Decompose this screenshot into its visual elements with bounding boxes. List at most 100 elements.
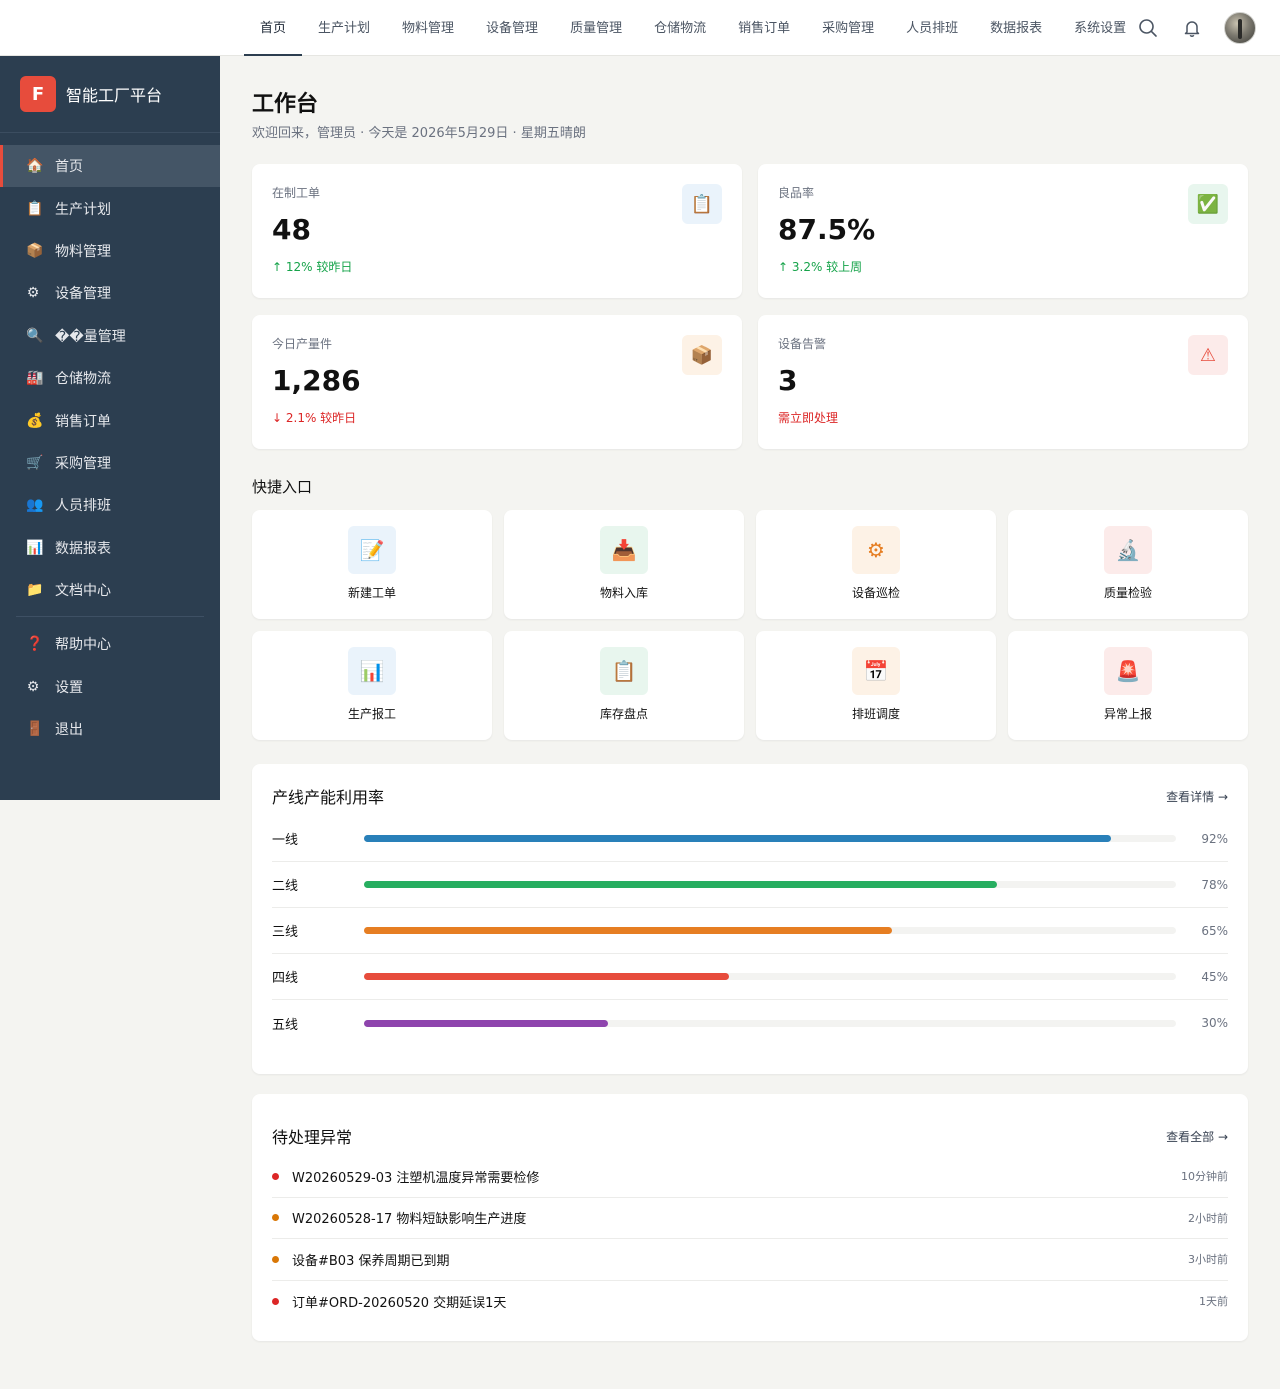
sidebar-item-9[interactable]: 📊 数据报表 [0,527,220,569]
capacity-line-label: 四线 [272,971,299,986]
calendar-icon: 📅 [852,647,900,695]
alert-text: 设备#B03 保养周期已到期 [292,1253,450,1269]
capacity-line-label: 五线 [272,1017,299,1033]
stat-change: ↓ 2.1% 较昨日 [272,411,357,425]
capacity-line-label: 三线 [272,925,299,940]
bell-icon[interactable] [1180,16,1204,40]
brand-logo[interactable]: F [20,76,56,112]
alert-time: 1天前 [1199,1295,1228,1309]
users-icon: 👥 [26,497,44,514]
alert-item[interactable]: W20260528-17 物料短缺影响生产进度 2小时前 [272,1198,1228,1239]
capacity-bar-track [364,1019,1176,1027]
sidebar-bottom-menu: ❓ 帮助中心 ⚙ 设置 🚪 退出 [0,623,220,750]
search-icon[interactable] [1136,16,1160,40]
capacity-bar-fill [364,927,892,934]
stat-card[interactable]: 今日产量件 1,286 ↓ 2.1% 较昨日 📦 [252,315,742,449]
top-tab-9[interactable]: 数据报表 [990,20,1043,36]
sidebar-item-label: ��量管理 [55,328,126,345]
capacity-row: 四线 45% [272,954,1228,1000]
quick-entry[interactable]: 🚨 异常上报 [1008,631,1248,740]
quick-entry[interactable]: 📝 新建工单 [252,510,492,619]
quick-entry-label: 异常上报 [1103,707,1152,721]
top-tab-2[interactable]: 物料管理 [402,20,455,36]
capacity-percent: 30% [1201,1016,1228,1030]
top-nav-tabs: 首页 生产计划 物料管理 设备管理 质量管理 仓储物流 销售订单 采购管理 人员排班 数据报表 系统… [244,0,1142,56]
capacity-percent: 78% [1201,877,1228,892]
capacity-row: 五线 30% [272,1000,1228,1046]
sidebar-item-1[interactable]: 📋 生产计划 [0,187,220,229]
quick-entry-label: 库存盘点 [599,707,648,721]
quick-entry[interactable]: ⚙ 设备巡检 [756,510,996,619]
inspect-icon: 🔍 [26,327,44,344]
sidebar-item-label: 首页 [55,159,83,176]
stat-card[interactable]: 良品率 87.5% ↑ 3.2% 较上周 ✅ [758,164,1248,298]
capacity-bar-fill [364,881,998,888]
capacity-line-label: 一线 [272,833,299,848]
capacity-panel: 产线产能利用率 查看详情 → 一线 92% 二线 78% 三线 65% 四线 45% 五线 30% [252,764,1248,1074]
capacity-row: 二线 78% [272,862,1228,908]
sidebar-item-label: 数据报表 [55,540,111,557]
stat-change: ↑ 3.2% 较上周 [778,260,863,274]
capacity-line-label: 二线 [272,879,299,894]
sidebar-item-1[interactable]: ⚙ 设置 [0,666,220,708]
stat-value: 1,286 [272,364,361,397]
sidebar-item-label: 退出 [55,722,83,739]
alerts-view-all-link[interactable]: 查看全部 → [1166,1129,1228,1144]
capacity-bar-fill [364,835,1112,842]
sidebar-item-0[interactable]: ❓ 帮助中心 [0,623,220,665]
capacity-row: 三线 65% [272,908,1228,954]
alert-item[interactable]: 订单#ORD-20260520 交期延误1天 1天前 [272,1281,1228,1323]
inbound-icon: 📥 [600,526,648,574]
sidebar-item-label: 人员排班 [55,498,111,515]
chart-icon: 📊 [26,539,44,556]
quick-entry[interactable]: 📅 排班调度 [756,631,996,740]
sidebar-item-8[interactable]: 👥 人员排班 [0,484,220,526]
quick-entry-title: 快捷入口 [252,478,313,496]
top-tab-0[interactable]: 首页 [244,0,303,56]
inspect-icon: 🔬 [1104,526,1152,574]
quick-entry[interactable]: 📥 物料入库 [504,510,744,619]
capacity-bar-track [364,881,1176,888]
stat-change: 需立即处理 [778,411,839,425]
sidebar-item-label: 帮助中心 [55,637,111,654]
alert-item[interactable]: 设备#B03 保养周期已到期 3小时前 [272,1239,1228,1281]
top-navbar: 首页 生产计划 物料管理 设备管理 质量管理 仓储物流 销售订单 采购管理 人员排班 数据报表 系统… [0,0,1280,56]
sidebar-item-0[interactable]: 🏠 首页 [0,145,220,188]
quick-entry[interactable]: 📋 库存盘点 [504,631,744,740]
quick-entry[interactable]: 📊 生产报工 [252,631,492,740]
quick-entry[interactable]: 🔬 质量检验 [1008,510,1248,619]
capacity-view-details-link[interactable]: 查看详情 → [1166,789,1228,804]
sidebar: F 智能工厂平台 🏠 首页 📋 生产计划 📦 物料管理 ⚙ 设备管理 🔍 ��量管理 🏭 仓储物流 💰 销… [0,56,220,800]
top-tab-10[interactable]: 系统设置 [1074,20,1127,36]
alerts-panel-title: 待处理异常 [272,1128,353,1147]
box-icon: 📦 [26,242,44,259]
top-tab-4[interactable]: 质量管理 [570,20,623,36]
avatar[interactable] [1224,12,1256,44]
capacity-bar-track [364,835,1176,842]
top-tab-5[interactable]: 仓储物流 [654,20,707,36]
report-icon: 📊 [348,647,396,695]
sidebar-item-10[interactable]: 📁 文档中心 [0,569,220,611]
sidebar-item-2[interactable]: 🚪 退出 [0,708,220,750]
top-tab-6[interactable]: 销售订单 [738,20,791,36]
top-tab-3[interactable]: 设备管理 [486,20,539,36]
sidebar-item-6[interactable]: 💰 销售订单 [0,399,220,441]
stat-card[interactable]: 在制工单 48 ↑ 12% 较昨日 📋 [252,164,742,298]
stat-label: 设备告警 [778,337,827,351]
stat-change: ↑ 12% 较昨日 [272,260,353,274]
sidebar-item-3[interactable]: ⚙ 设备管理 [0,272,220,314]
sidebar-item-label: 采购管理 [55,455,111,472]
sidebar-item-2[interactable]: 📦 物料管理 [0,230,220,272]
top-tab-1[interactable]: 生产计划 [318,20,371,36]
help-icon: ❓ [26,636,44,653]
stat-card[interactable]: 设备告警 3 需立即处理 ⚠ [758,315,1248,449]
alert-item[interactable]: W20260529-03 注塑机温度异常需要检修 10分钟前 [272,1156,1228,1198]
sidebar-item-5[interactable]: 🏭 仓储物流 [0,357,220,399]
capacity-bar-track [364,927,1176,934]
capacity-bar-fill [364,973,730,980]
sidebar-item-7[interactable]: 🛒 采购管理 [0,442,220,484]
page-title: 工作台 [252,92,319,117]
top-tab-7[interactable]: 采购管理 [822,20,875,36]
top-tab-8[interactable]: 人员排班 [906,20,959,36]
sidebar-item-4[interactable]: 🔍 ��量管理 [0,315,220,357]
